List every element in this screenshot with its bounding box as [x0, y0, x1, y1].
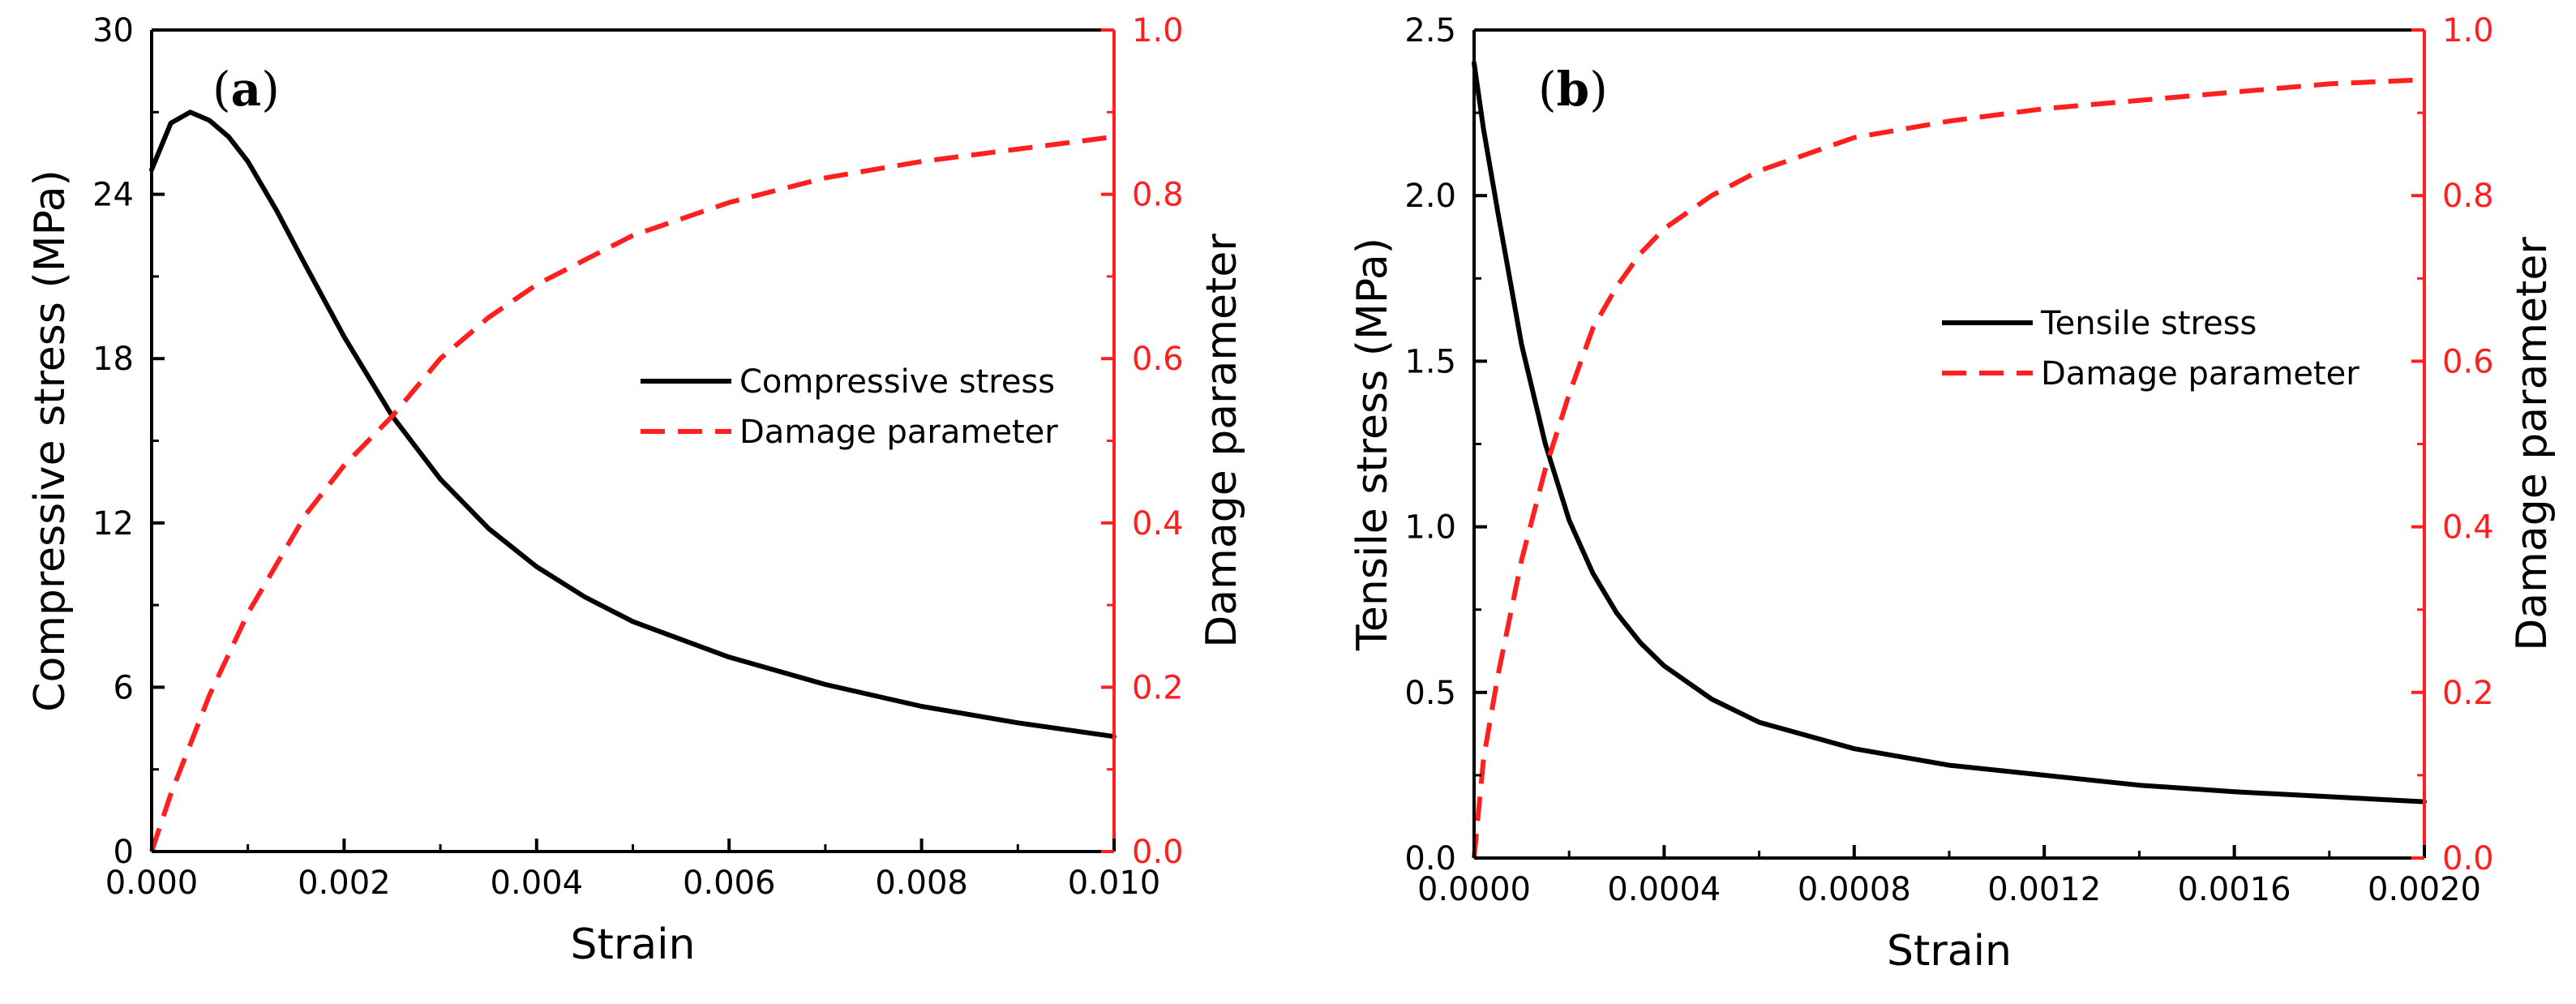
y-tick-label: 1.5 [1404, 343, 1456, 380]
x-tick-label: 0.008 [875, 865, 968, 902]
y-axis-title: Compressive stress (MPa) [26, 169, 75, 712]
x-tick-label: 0.002 [298, 865, 391, 902]
panel-b: 0.0000 0.0004 0.0008 0.0012 0.0016 0.00200.00… [1348, 12, 2557, 976]
stress-line [149, 109, 1117, 740]
x-tick-label: 0.0012 [1987, 871, 2101, 908]
x-tick-label: 0.0008 [1798, 871, 1911, 908]
y2-tick-label: 0.8 [2442, 178, 2494, 215]
y2-tick-label: 0.0 [2442, 840, 2494, 877]
damage-parameter-line [149, 134, 1115, 852]
legend-label: Compressive stress [739, 363, 1055, 401]
y-tick-label: 24 [92, 177, 134, 214]
y2-tick-label: 0.4 [2442, 509, 2494, 547]
y-tick-label: 6 [114, 669, 134, 706]
x-tick-label: 0.0004 [1607, 871, 1721, 908]
stress-line [1472, 60, 2427, 804]
x-tick-label: 0.004 [491, 865, 584, 902]
x-axis-title: Strain [570, 920, 695, 969]
y2-tick-label: 1.0 [1132, 12, 1184, 49]
y-tick-label: 1.0 [1404, 509, 1456, 547]
panel-label: (b) [1538, 62, 1608, 117]
y-tick-label: 2.0 [1404, 178, 1456, 215]
y2-tick-label: 1.0 [2442, 12, 2494, 49]
y-tick-label: 2.5 [1404, 12, 1456, 49]
y2-axis-title: Damage parameter [2508, 237, 2557, 651]
y-axis-title: Tensile stress (MPa) [1348, 238, 1397, 651]
panel-a: 0.000 0.002 0.004 0.006 0.008 0.010 0 6 12 18 24 30… [26, 12, 1246, 969]
legend-label: Damage parameter [2041, 355, 2360, 393]
x-tick-label: 0.0016 [2178, 871, 2291, 908]
x-tick-label: 0.0000 [1417, 871, 1531, 908]
x-tick-label: 0.006 [683, 865, 776, 902]
legend-label: Tensile stress [2040, 305, 2257, 342]
legend: Compressive stress Damage parameter [641, 363, 1058, 451]
damage-parameter-line [1472, 77, 2425, 859]
y-tick-label: 0.5 [1404, 675, 1456, 712]
y2-tick-label: 0.0 [1132, 834, 1184, 871]
x-tick-label: 0.010 [1068, 865, 1161, 902]
y2-tick-label: 0.6 [2442, 343, 2494, 380]
y-tick-label: 18 [92, 341, 134, 378]
y2-tick-label: 0.2 [2442, 675, 2494, 712]
legend-label: Damage parameter [739, 414, 1058, 451]
x-tick-label: 0.000 [105, 865, 199, 902]
x-axis-title: Strain [1887, 927, 2012, 976]
y2-tick-label: 0.6 [1132, 341, 1184, 378]
y2-tick-label: 0.2 [1132, 669, 1184, 706]
y-tick-label: 0.0 [1404, 840, 1456, 877]
y-tick-label: 12 [92, 505, 134, 543]
y2-tick-label: 0.8 [1132, 177, 1184, 214]
legend: Tensile stress Damage parameter [1942, 305, 2360, 393]
panel-label: (a) [212, 62, 280, 117]
y2-tick-label: 0.4 [1132, 505, 1184, 543]
y-tick-label: 0 [114, 834, 134, 871]
x-tick-label: 0.0020 [2368, 871, 2481, 908]
y-tick-label: 30 [92, 12, 134, 49]
y2-axis-title: Damage parameter [1198, 234, 1246, 648]
